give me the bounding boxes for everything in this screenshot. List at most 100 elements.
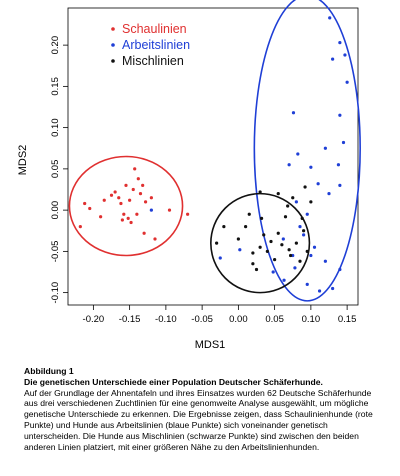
point-arbeitslinien <box>305 282 309 286</box>
point-arbeitslinien <box>323 146 327 150</box>
x-tick-label: -0.20 <box>83 314 105 325</box>
point-arbeitslinien <box>338 183 342 187</box>
ellipse-mischlinien <box>210 192 311 294</box>
y-tick-label: 0.05 <box>50 160 61 179</box>
point-arbeitslinien <box>287 163 291 167</box>
y-tick-label: -0.05 <box>50 241 61 263</box>
y-tick-label: 0.10 <box>50 118 61 137</box>
point-arbeitslinien <box>238 248 242 252</box>
point-arbeitslinien <box>338 267 342 272</box>
point-mischlinien <box>305 249 309 253</box>
y-tick-label: 0.20 <box>50 36 61 55</box>
figure-caption: Abbildung 1 Die genetischen Unterschiede… <box>24 366 384 452</box>
point-schaulinien <box>113 190 117 194</box>
point-arbeitslinien <box>291 111 296 115</box>
point-schaulinien <box>83 201 87 206</box>
x-axis-label: MDS1 <box>195 339 226 351</box>
point-arbeitslinien <box>302 233 306 237</box>
point-mischlinien <box>276 231 280 235</box>
point-mischlinien <box>222 225 226 229</box>
point-arbeitslinien <box>281 237 285 241</box>
point-arbeitslinien <box>305 212 309 216</box>
point-mischlinien <box>236 237 240 241</box>
legend-label-schaulinien: Schaulinien <box>122 22 187 36</box>
point-arbeitslinien <box>271 270 275 274</box>
point-arbeitslinien <box>312 245 317 249</box>
point-arbeitslinien <box>149 208 153 212</box>
y-axis-label: MDS2 <box>17 145 29 176</box>
point-arbeitslinien <box>323 259 327 263</box>
point-schaulinien <box>117 196 121 200</box>
point-arbeitslinien <box>336 163 341 167</box>
point-arbeitslinien <box>341 140 346 145</box>
point-arbeitslinien <box>338 113 342 117</box>
point-schaulinien <box>88 206 92 211</box>
point-schaulinien <box>131 187 135 192</box>
point-schaulinien <box>141 183 145 187</box>
point-arbeitslinien <box>218 256 222 260</box>
plot-frame <box>67 7 359 306</box>
point-schaulinien <box>167 208 172 212</box>
point-schaulinien <box>136 177 140 181</box>
point-mischlinien <box>288 253 293 258</box>
point-arbeitslinien <box>282 278 286 282</box>
legend-label-mischlinien: Mischlinien <box>122 54 184 68</box>
point-arbeitslinien <box>309 253 313 258</box>
point-mischlinien <box>286 204 290 208</box>
point-schaulinien <box>186 212 190 216</box>
point-mischlinien <box>309 200 313 204</box>
point-mischlinien <box>298 259 302 263</box>
point-arbeitslinien <box>338 41 342 45</box>
point-mischlinien <box>302 229 306 233</box>
point-mischlinien <box>262 233 266 237</box>
legend-marker-mischlinien <box>111 59 115 63</box>
point-arbeitslinien <box>293 266 297 270</box>
point-mischlinien <box>291 196 295 200</box>
point-arbeitslinien <box>309 165 313 169</box>
point-arbeitslinien <box>296 152 300 156</box>
caption-title-line-2: Die genetischen Unterschiede einer Popul… <box>24 376 323 387</box>
point-mischlinien <box>258 190 262 194</box>
x-tick-label: 0.05 <box>265 314 284 325</box>
point-mischlinien <box>258 245 262 249</box>
point-arbeitslinien <box>343 53 347 57</box>
point-mischlinien <box>283 215 288 219</box>
point-schaulinien <box>153 237 157 241</box>
point-mischlinien <box>247 212 251 216</box>
point-mischlinien <box>215 241 219 245</box>
point-mischlinien <box>254 267 259 272</box>
y-tick-label: 0.00 <box>50 201 61 220</box>
point-arbeitslinien <box>327 192 331 196</box>
caption-title-line-1: Abbildung 1 <box>24 366 74 376</box>
x-tick-label: 0.15 <box>338 314 357 325</box>
point-schaulinien <box>120 218 124 222</box>
point-arbeitslinien <box>345 80 349 84</box>
legend-label-arbeitslinien: Arbeitslinien <box>122 38 190 52</box>
point-schaulinien <box>138 192 143 196</box>
caption-body: Auf der Grundlage der Ahnentafeln und ih… <box>24 387 373 452</box>
point-schaulinien <box>99 215 103 219</box>
point-schaulinien <box>142 231 146 235</box>
point-mischlinien <box>280 243 284 247</box>
point-arbeitslinien <box>328 16 332 20</box>
point-schaulinien <box>119 201 123 206</box>
point-mischlinien <box>244 225 248 229</box>
x-tick-label: 0.10 <box>302 314 321 325</box>
x-tick-label: -0.15 <box>119 314 141 325</box>
y-tick-label: -0.10 <box>50 282 61 304</box>
point-arbeitslinien <box>331 57 335 61</box>
point-mischlinien <box>303 185 307 189</box>
mds-scatter-plot: -0.20 -0.15 -0.10 -0.05 0.00 0.05 0.10 0.15 -0.1… <box>17 0 361 351</box>
point-schaulinien <box>78 225 82 229</box>
point-arbeitslinien <box>317 289 322 293</box>
point-schaulinien <box>133 167 137 171</box>
point-mischlinien <box>259 216 264 220</box>
point-mischlinien <box>276 192 280 196</box>
point-arbeitslinien <box>294 200 298 204</box>
point-schaulinien <box>149 196 153 200</box>
x-tick-label: 0.00 <box>229 314 248 325</box>
y-tick-label: 0.15 <box>50 77 61 96</box>
point-schaulinien <box>102 198 106 202</box>
point-mischlinien <box>273 258 277 262</box>
point-mischlinien <box>265 249 269 253</box>
